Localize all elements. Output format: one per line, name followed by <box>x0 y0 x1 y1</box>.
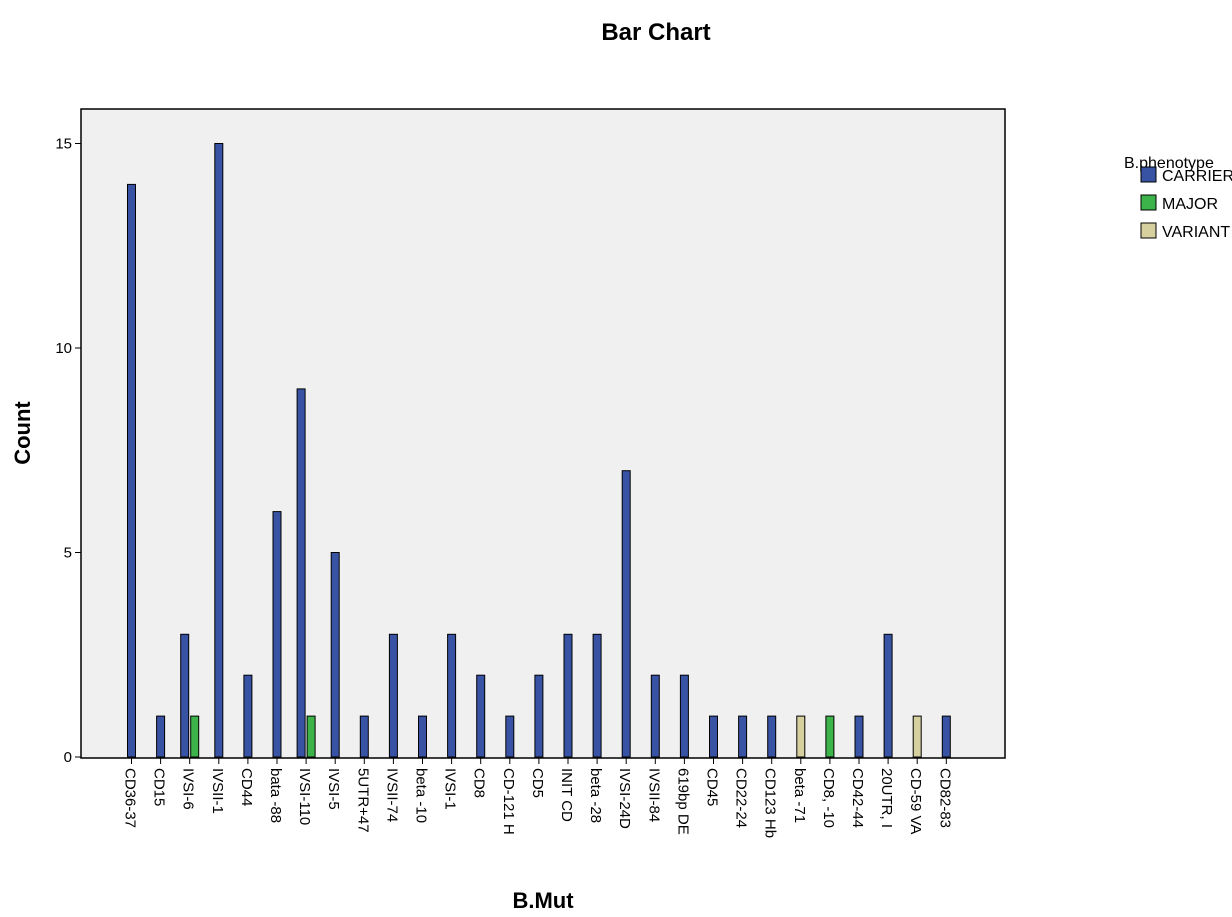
bar-carrier <box>709 715 718 758</box>
legend-label-carrier: CARRIER <box>1162 168 1232 185</box>
x-tick-label: IVSI-110 <box>296 768 313 825</box>
bar-carrier <box>941 715 951 758</box>
x-axis-title: B.Mut <box>512 888 574 913</box>
x-tick-label: CD22-24 <box>733 768 750 828</box>
bar-major <box>825 715 835 758</box>
x-tick-label: bata -88 <box>267 768 284 823</box>
x-tick-label: 5UTR+47 <box>354 768 371 833</box>
y-tick-label: 5 <box>64 545 72 562</box>
x-tick-label: CD-59 VA <box>907 768 924 834</box>
x-tick-label: CD5 <box>529 768 546 798</box>
x-tick-label: IVSI-24D <box>616 768 633 829</box>
bar-carrier <box>447 633 457 758</box>
bar-carrier <box>180 633 190 758</box>
x-axis-ticks: CD36-37 CD15 IVSI-6 IVSII-1 CD44 bata -88 IVSI… <box>122 758 953 838</box>
bar-carrier <box>505 715 515 758</box>
x-tick-label: IVSI-6 <box>180 768 197 810</box>
bar-carrier <box>854 715 864 758</box>
legend-label-variant: VARIANT <box>1162 224 1230 241</box>
bar-carrier <box>156 715 166 758</box>
bar-carrier <box>359 715 369 758</box>
legend-swatch-carrier <box>1140 166 1157 183</box>
bar-major <box>190 715 200 758</box>
bar-variant <box>796 715 806 758</box>
bar-carrier <box>243 674 253 758</box>
bar-variant <box>912 715 922 758</box>
bar-carrier <box>272 511 282 758</box>
x-tick-label: CD44 <box>238 768 255 806</box>
x-tick-label: INIT CD <box>558 768 575 822</box>
x-tick-label: CD123 Hb <box>762 768 779 838</box>
x-tick-label: CD-121 H <box>500 768 517 835</box>
bar-carrier <box>476 674 486 758</box>
x-tick-label: CD42-44 <box>849 768 866 828</box>
x-tick-label: IVSI-5 <box>325 768 342 810</box>
bar-carrier <box>330 552 340 758</box>
legend-items: CARRIER MAJOR VARIANT <box>1140 166 1232 241</box>
x-tick-label: 20UTR, I <box>878 768 895 828</box>
y-tick-label: 0 <box>64 749 72 766</box>
bar-carrier <box>650 674 660 758</box>
x-tick-label: beta -10 <box>413 768 430 823</box>
x-tick-label: CD8, -10 <box>820 768 837 828</box>
bar-carrier <box>679 674 689 758</box>
bar-carrier <box>534 674 544 758</box>
x-tick-label: CD45 <box>704 768 721 806</box>
x-tick-label: beta -28 <box>587 768 604 823</box>
bar-carrier <box>296 388 306 758</box>
bar-carrier <box>738 715 748 758</box>
chart-title: Bar Chart <box>601 19 710 46</box>
bar-carrier <box>563 633 573 758</box>
x-tick-label: IVSII-1 <box>209 768 226 814</box>
bar-carrier <box>883 633 893 758</box>
y-axis-title: Count <box>10 401 35 465</box>
x-tick-label: IVSII-74 <box>383 768 400 822</box>
legend-swatch-variant <box>1140 222 1157 239</box>
bar-carrier <box>767 715 777 758</box>
x-tick-label: CD82-83 <box>936 768 953 828</box>
legend-label-major: MAJOR <box>1162 196 1218 213</box>
x-tick-label: 619bp DE <box>674 768 691 835</box>
x-tick-label: CD8 <box>471 768 488 798</box>
bar-carrier <box>592 633 602 758</box>
bar-carrier <box>621 470 631 758</box>
y-axis-ticks: 0 5 10 15 <box>55 136 81 766</box>
legend-swatch-major <box>1140 194 1157 211</box>
bar-carrier <box>214 143 224 758</box>
bar-carrier <box>388 633 398 758</box>
y-tick-label: 10 <box>55 340 72 357</box>
x-tick-label: IVSII-84 <box>645 768 662 822</box>
x-tick-label: IVSI-1 <box>442 768 459 810</box>
bar-carrier <box>418 715 427 758</box>
y-tick-label: 15 <box>55 136 72 153</box>
bar-carrier <box>127 183 136 758</box>
x-tick-label: CD36-37 <box>122 768 139 828</box>
bar-major <box>306 715 316 758</box>
x-tick-label: CD15 <box>151 768 168 806</box>
plot-area <box>80 108 1006 759</box>
x-tick-label: beta -71 <box>791 768 808 823</box>
bar-marks <box>127 143 951 758</box>
